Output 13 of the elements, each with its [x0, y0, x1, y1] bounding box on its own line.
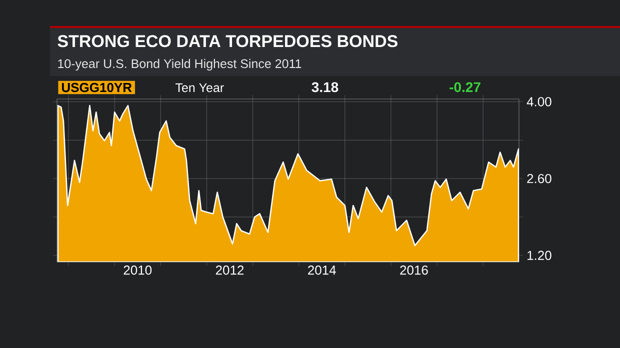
text: -0.27: [450, 82, 480, 92]
chart-subtitle: 10-year U.S. Bond Yield Highest Since 2011: [58, 58, 302, 71]
x-tick-label: 2012: [216, 266, 244, 275]
y-tick-label: 1.20: [528, 250, 552, 260]
y-tick-label: 2.60: [527, 174, 552, 184]
x-tick-label: 2016: [400, 266, 428, 275]
text: USGG10YR: [62, 82, 132, 92]
text: Ten Year: [175, 83, 224, 92]
x-tick-label: 2010: [124, 266, 152, 275]
x-tick-label: 2014: [308, 266, 336, 275]
text: 3.18: [312, 82, 338, 92]
y-tick-label: 4.00: [526, 97, 552, 106]
chart-title: STRONG ECO DATA TORPEDOES BONDS: [58, 35, 398, 48]
